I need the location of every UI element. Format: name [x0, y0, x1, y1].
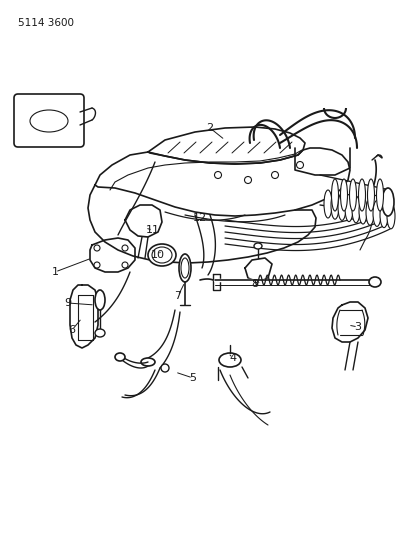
Text: 10: 10	[151, 250, 165, 260]
Ellipse shape	[341, 179, 348, 211]
Ellipse shape	[331, 191, 339, 219]
Text: 9: 9	[64, 298, 71, 308]
Ellipse shape	[179, 254, 191, 282]
Ellipse shape	[359, 198, 367, 224]
Text: 3: 3	[355, 322, 361, 332]
Ellipse shape	[380, 202, 388, 228]
Ellipse shape	[215, 172, 222, 179]
Ellipse shape	[152, 247, 172, 263]
Ellipse shape	[359, 179, 366, 211]
Ellipse shape	[244, 176, 251, 183]
Ellipse shape	[94, 245, 100, 251]
Ellipse shape	[141, 358, 155, 366]
Ellipse shape	[373, 200, 381, 227]
Text: 1: 1	[51, 267, 58, 277]
Ellipse shape	[30, 110, 68, 132]
Text: 5114 3600: 5114 3600	[18, 18, 74, 28]
Ellipse shape	[297, 161, 304, 168]
Ellipse shape	[324, 190, 332, 218]
Text: 7: 7	[175, 291, 182, 301]
Ellipse shape	[161, 364, 169, 372]
Ellipse shape	[382, 188, 394, 216]
Text: 12: 12	[193, 213, 207, 223]
Ellipse shape	[122, 262, 128, 268]
Ellipse shape	[181, 258, 189, 278]
Ellipse shape	[94, 262, 100, 268]
Text: 8: 8	[251, 279, 259, 289]
Ellipse shape	[366, 199, 374, 225]
Ellipse shape	[338, 193, 346, 221]
Text: 4: 4	[229, 353, 237, 363]
Ellipse shape	[148, 244, 176, 266]
Ellipse shape	[219, 353, 241, 367]
Ellipse shape	[377, 179, 384, 211]
Ellipse shape	[115, 353, 125, 361]
Ellipse shape	[350, 179, 357, 211]
Ellipse shape	[369, 277, 381, 287]
Ellipse shape	[254, 243, 262, 249]
Ellipse shape	[95, 290, 105, 310]
Ellipse shape	[345, 195, 353, 222]
Text: 2: 2	[206, 123, 213, 133]
Ellipse shape	[368, 179, 375, 211]
Text: 5: 5	[189, 373, 197, 383]
FancyBboxPatch shape	[14, 94, 84, 147]
Ellipse shape	[387, 204, 395, 229]
Ellipse shape	[122, 245, 128, 251]
Ellipse shape	[331, 179, 339, 211]
Ellipse shape	[352, 196, 360, 223]
Ellipse shape	[271, 172, 279, 179]
Text: 11: 11	[146, 225, 160, 235]
Ellipse shape	[95, 329, 105, 337]
Text: 6: 6	[69, 325, 75, 335]
